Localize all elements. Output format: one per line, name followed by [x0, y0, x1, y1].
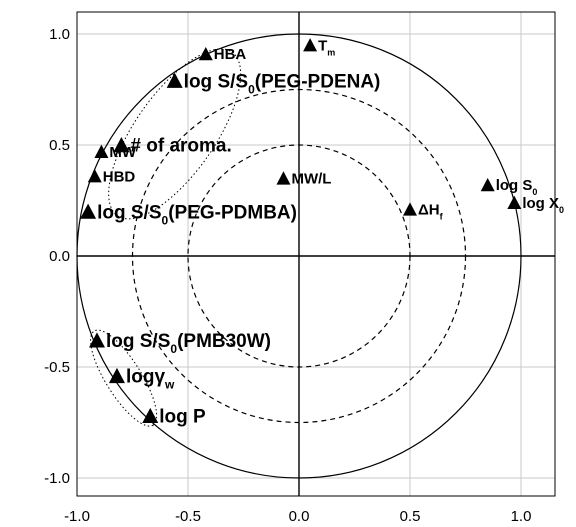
y-tick-label: -0.5 [44, 359, 70, 376]
x-tick-label: -1.0 [64, 508, 90, 525]
point-marker [80, 203, 97, 219]
y-tick-label: 0.0 [49, 248, 70, 265]
point-label: log X0 [522, 195, 564, 215]
point-label: Tm [318, 37, 335, 57]
point-label: logγw [126, 367, 175, 392]
point-marker [198, 46, 213, 61]
y-tick-label: 1.0 [49, 26, 70, 43]
point-label: log S/S0(PEG-PDMBA) [97, 202, 297, 227]
point-label: # of aroma. [130, 136, 231, 157]
x-tick-label: -0.5 [175, 508, 201, 525]
x-tick-label: 1.0 [511, 508, 532, 525]
point-marker [276, 171, 291, 185]
point-marker [94, 144, 109, 158]
point-marker [507, 195, 522, 210]
point-marker [108, 367, 125, 384]
point-label: HBA [214, 46, 247, 63]
point-label: ΔHf [418, 202, 444, 222]
point-marker [87, 169, 102, 183]
cluster-ellipses [90, 48, 242, 427]
point-marker [303, 38, 318, 52]
x-tick-label: 0.5 [400, 508, 421, 525]
zero-axes [77, 12, 555, 496]
cluster-ellipse-1 [108, 48, 242, 220]
x-tick-label: 0.0 [289, 508, 310, 525]
point-label: log P [159, 406, 206, 427]
point-marker [480, 177, 495, 192]
cluster-ellipse-2 [90, 329, 158, 427]
y-tick-label: 0.5 [49, 137, 70, 154]
y-tick-label: -1.0 [44, 470, 70, 487]
x-tick-labels: -1.0 -0.5 0.0 0.5 1.0 [64, 508, 531, 525]
point-marker [142, 407, 159, 424]
point-label: log S/S0(PMB30W) [106, 331, 271, 356]
point-marker [88, 332, 105, 348]
point-marker [113, 137, 130, 153]
y-tick-labels: 1.0 0.5 0.0 -0.5 -1.0 [44, 26, 70, 487]
point-marker [403, 202, 417, 216]
point-label: MW/L [291, 171, 331, 188]
point-label: log S0 [496, 177, 538, 197]
plot-frame [76, 11, 556, 497]
point-label: log S/S0(PEG-PDENA) [184, 71, 381, 96]
point-label: HBD [103, 168, 136, 185]
point-marker [166, 72, 183, 88]
